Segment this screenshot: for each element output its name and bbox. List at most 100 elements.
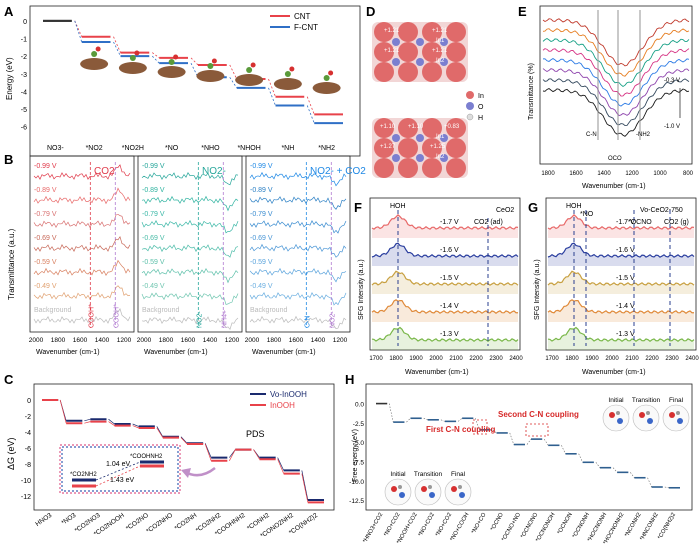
structure-atom-n — [207, 63, 214, 69]
sfg-curve — [371, 213, 519, 230]
panel-a-connector — [151, 55, 160, 64]
inset-energy-2: 1.43 eV — [110, 477, 134, 484]
panel-c-ylabel: ΔG (eV) — [6, 437, 16, 470]
panel-c-connector — [156, 427, 164, 438]
panel-h-letter: H — [345, 372, 354, 387]
panel-b-marker-label: C-N — [304, 316, 311, 328]
panel-b-potential-label: -0.79 V — [250, 211, 273, 218]
panel-a-ytick: 0 — [23, 19, 27, 26]
sfg-peak-label: HOH — [390, 203, 406, 210]
panel-g-spectra: -1.7 V -1.6 V -1.5 V -1.4 V -1.3 V 1700 1800 19… — [545, 203, 699, 362]
structure-atom — [458, 485, 462, 489]
sfg-curve — [371, 299, 519, 314]
panel-b-potential-label: Background — [34, 307, 71, 314]
panel-h-category: *NO+CO2 — [435, 512, 453, 538]
panel-b-potential-label: -0.89 V — [142, 187, 165, 194]
panel-h-connector — [388, 403, 394, 423]
panel-c-ytick: -2 — [25, 414, 31, 421]
legend-in: In — [478, 93, 484, 100]
panel-b-spectrum — [249, 171, 347, 187]
legend-o: O — [478, 104, 484, 111]
panel-e-spectrum — [542, 48, 690, 97]
indium-atom — [398, 118, 418, 138]
structure-image-label: Final — [669, 397, 684, 404]
panel-g-letter: G — [528, 200, 538, 215]
panel-b-spectrum — [141, 292, 239, 305]
inset-end-state: *COOHNH2 — [130, 454, 163, 460]
panel-a-yticks: 0 -1 -2 -3 -4 -5 -6 — [21, 19, 27, 132]
second-coupling-box — [525, 423, 549, 437]
inset-start-state: *CO2NH2 — [70, 472, 97, 478]
panel-a-category: *NH2 — [318, 145, 335, 152]
panel-c-connector — [301, 470, 309, 501]
panel-b-xtick: 1600 — [289, 337, 304, 344]
panel-h-categories: *HNO3+CO2*NO+CO2*NOOH+CO2*NO+CO2*NO+CO2*… — [362, 512, 677, 546]
sfg-potential-label: -1.7 V — [616, 219, 635, 226]
panel-c-connector — [204, 443, 212, 461]
panel-b-xtick: 1800 — [267, 337, 282, 344]
panel-h-energy-steps — [376, 402, 680, 489]
panel-c-connector — [108, 421, 115, 426]
panel-b-xtick: 1800 — [159, 337, 174, 344]
panel-a-ytick: -6 — [21, 125, 27, 132]
indium-atom — [422, 118, 442, 138]
sfg-xtick: 2200 — [645, 356, 659, 362]
structure-atom — [677, 418, 683, 424]
panel-h-ylabel: Free energy (eV) — [352, 429, 359, 482]
panel-e-spectrum — [542, 38, 690, 88]
panel-h-connector — [475, 418, 480, 430]
structure-atom-n — [91, 51, 98, 57]
indium-atom — [422, 138, 442, 158]
panel-b-potential-label: -0.49 V — [142, 283, 165, 290]
panel-c-category: HNO3 — [34, 512, 53, 528]
structure-image-label: Final — [451, 471, 466, 478]
charge-label: +1.21 — [432, 28, 448, 34]
structure-image — [662, 404, 690, 432]
panel-b-spectrum — [33, 259, 131, 276]
inset-frame-blue — [61, 446, 179, 492]
legend-h: H — [478, 115, 483, 122]
indium-atom — [422, 62, 442, 82]
structure-atom — [459, 492, 465, 498]
panel-e-frame — [539, 5, 693, 165]
panel-h-connector — [664, 486, 669, 489]
panel-h-connector — [647, 477, 652, 488]
legend-vo-inooh: Vo-InOOH — [270, 390, 307, 399]
indium-atom — [398, 42, 418, 62]
panel-h-category: *NO+COOH — [449, 512, 470, 542]
panel-e-xticks: 1800 1600 1400 1200 1000 800 — [541, 171, 693, 177]
panel-h-connector — [595, 462, 601, 468]
charge-label: +1.25 — [430, 144, 446, 150]
panel-c-energy-steps — [42, 399, 324, 504]
structure-atom-o — [250, 62, 256, 68]
indium-atom — [374, 62, 394, 82]
panel-e: E Transmittance (%) Wavenumber (cm-1) 18… — [518, 4, 694, 190]
panel-a-ytick: -3 — [21, 72, 27, 79]
panel-a-connector — [74, 20, 83, 43]
panel-c-connector — [277, 459, 284, 474]
panel-h-category: *NO+CO2 — [418, 512, 436, 538]
indium-atom — [446, 42, 466, 62]
indium-atom — [398, 22, 418, 42]
panel-b-spectrum — [141, 268, 239, 284]
panel-h-category: *CO(NH2)2 — [657, 512, 677, 541]
panel-b-spectrum — [249, 243, 347, 258]
panel-b-xtick: 1800 — [51, 337, 66, 344]
panel-c-connector — [204, 443, 212, 458]
sfg-xtick: 1900 — [409, 356, 423, 362]
structure-image-label: Initial — [390, 471, 406, 478]
panel-b-spectrum — [249, 220, 347, 234]
panel-g-frame — [545, 197, 697, 351]
panel-b-xtick: 1200 — [225, 337, 240, 344]
oxygen-atom — [440, 38, 448, 46]
panel-a-connector — [113, 36, 121, 53]
panel-b-xtick: 2000 — [137, 337, 152, 344]
inset-energy-1: 1.04 eV — [106, 461, 130, 468]
panel-c-connector — [132, 423, 139, 427]
site-label: In1 — [436, 134, 445, 140]
panel-e-xtick: 1600 — [569, 171, 583, 177]
sfg-fill — [372, 243, 518, 266]
sfg-xtick: 1800 — [565, 356, 579, 362]
panel-a-category: *NHO — [201, 145, 220, 152]
structure-atom — [421, 486, 427, 492]
